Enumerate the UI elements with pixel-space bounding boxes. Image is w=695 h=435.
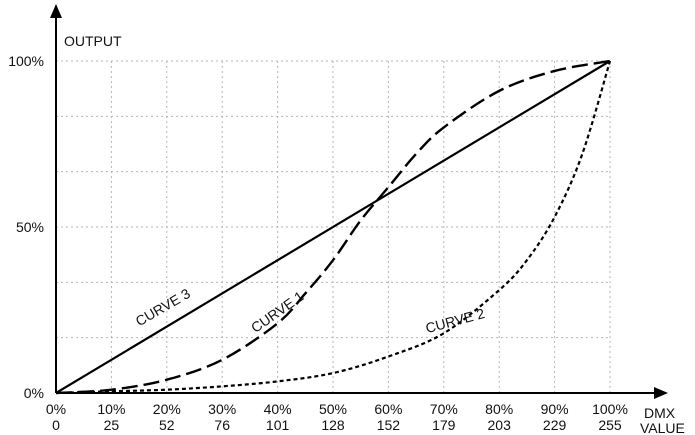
x-tick-percent-label: 80%: [485, 401, 513, 417]
x-tick-dmx-label: 101: [266, 417, 290, 433]
series-line-curve-3: [55, 60, 611, 394]
y-axis-arrow: [50, 4, 62, 18]
x-tick-dmx-label: 25: [104, 417, 120, 433]
y-tick-label: 50%: [16, 219, 44, 235]
x-tick-percent-label: 50%: [319, 401, 347, 417]
x-tick-percent-label: 40%: [264, 401, 292, 417]
x-tick-dmx-label: 255: [598, 417, 622, 433]
x-tick-dmx-label: 229: [543, 417, 567, 433]
curve-label-curve-1: CURVE 1: [248, 288, 307, 336]
curve-label-curve-3: CURVE 3: [133, 285, 194, 329]
x-ticks: 0%010%2520%5230%7640%10150%12860%15270%1…: [46, 401, 628, 433]
curve-label-curve-2: CURVE 2: [424, 305, 487, 336]
x-tick-dmx-label: 203: [488, 417, 512, 433]
x-axis-arrow: [654, 387, 668, 399]
series-line-curve-2: [55, 60, 612, 395]
x-axis-label-line1: DMX: [644, 405, 676, 421]
x-tick-percent-label: 70%: [430, 401, 458, 417]
x-tick-percent-label: 90%: [541, 401, 569, 417]
x-tick-percent-label: 10%: [97, 401, 125, 417]
x-tick-dmx-label: 76: [214, 417, 230, 433]
curve-labels: CURVE 3 CURVE 1 CURVE 2: [133, 285, 487, 336]
x-tick-dmx-label: 152: [377, 417, 401, 433]
x-tick-percent-label: 100%: [592, 401, 628, 417]
x-tick-dmx-label: 179: [432, 417, 456, 433]
x-tick-percent-label: 20%: [153, 401, 181, 417]
y-axis-label: OUTPUT: [64, 33, 122, 49]
x-tick-percent-label: 30%: [208, 401, 236, 417]
x-tick-dmx-label: 52: [159, 417, 175, 433]
series: [55, 59, 612, 395]
x-axis-label-line2: VALUE: [640, 420, 685, 435]
x-tick-dmx-label: 128: [321, 417, 345, 433]
y-ticks: 0% 50% 100%: [8, 53, 44, 401]
series-line-curve-1: [55, 59, 611, 395]
x-tick-dmx-label: 0: [52, 417, 60, 433]
y-tick-label: 100%: [8, 53, 44, 69]
x-tick-percent-label: 60%: [374, 401, 402, 417]
y-tick-label: 0%: [24, 385, 44, 401]
x-tick-percent-label: 0%: [46, 401, 66, 417]
